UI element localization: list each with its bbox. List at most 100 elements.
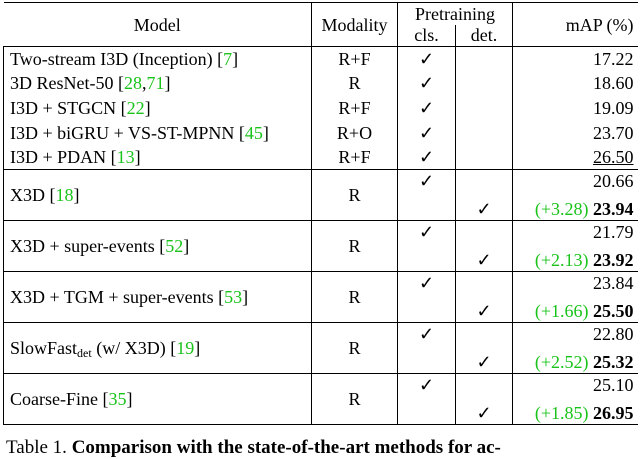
check: ✓ [476,351,492,372]
citation: 7 [223,49,233,70]
map-value: 26.50 [593,146,634,167]
map-cell: 19.09 [513,96,638,121]
modality-cell: R+O [311,120,398,145]
caption: Table 1. Comparison with the state-of-th… [6,437,501,459]
cell-bottom: ✓ [456,348,512,373]
text: ] [232,49,239,70]
cell-bottom: (+2.52) 25.32 [513,348,634,373]
table-row: I3D + PDAN [13] R+F ✓ 26.50 [3,144,638,170]
map-value: 23.70 [593,122,634,143]
gain: (+2.13) [534,249,589,270]
cell-top [456,221,512,246]
cls-cell: ✓ [397,169,456,221]
cell-top: ✓ [398,170,455,195]
cell-bottom: ✓ [456,297,512,322]
cell-top [456,272,512,297]
det-map-value: 25.32 [593,351,634,372]
det-map-value: 23.94 [593,198,634,219]
cell-top: 25.10 [513,374,634,399]
map-value: 18.60 [593,73,634,94]
check: ✓ [418,323,435,344]
map-cell: 22.80 (+2.52) 25.32 [512,322,638,374]
header-cell: Model [3,2,312,47]
det-cell [455,46,514,72]
check: ✓ [418,97,435,118]
cell-top: 20.66 [513,170,634,195]
check: ✓ [476,402,492,423]
cell-bottom [398,195,455,220]
det-cell [455,144,514,170]
text: ] [183,235,190,256]
text: , [141,73,147,94]
map-value: 22.80 [593,323,634,344]
det-cell: ✓ [455,322,514,374]
table-row: SlowFastdet (w/ X3D) [19] R ✓ ✓ 22.80 (+2.52)… [3,322,638,374]
modality-cell: R+F [311,46,398,72]
citation: 71 [146,73,165,94]
table-row: I3D + biGRU + VS-ST-MPNN [45] R+O ✓ 23.70 [3,120,638,145]
text: I3D + biGRU + VS-ST-MPNN [ [10,122,245,143]
cell-bottom: (+3.28) 23.94 [513,195,634,220]
cls-cell: ✓ [397,373,456,425]
text: Two-stream I3D (Inception) [ [10,49,224,70]
modality-cell: R [311,271,398,323]
model-cell: X3D + super-events [52] [3,220,312,272]
model-cell: X3D [18] [3,169,312,221]
cell-top: ✓ [398,374,455,399]
cell-top [456,323,512,348]
det-cell: ✓ [455,169,514,221]
map-value: 20.66 [593,170,634,191]
det-cell: ✓ [455,220,514,272]
map-cell: 18.60 [513,71,638,96]
map-cell: 23.84 (+1.66) 25.50 [512,271,638,323]
cell-top: ✓ [398,323,455,348]
results-table: Model Modality Pretraining mAP (%) cls. … [3,2,638,425]
model-cell: I3D + STGCN [22] [3,95,312,121]
map-cell: 20.66 (+3.28) 23.94 [512,169,638,221]
text: Comparison with the state-of-the-art met… [71,437,501,458]
table-row: Two-stream I3D (Inception) [7] R+F ✓ 17.22 [3,46,638,72]
cell-bottom [398,297,455,322]
cls-cell: ✓ [397,271,456,323]
model-cell: SlowFastdet (w/ X3D) [19] [3,322,312,374]
cell-bottom [398,246,455,271]
text: ] [134,146,141,167]
cell-top: 21.79 [513,221,634,246]
table-row: Coarse-Fine [35] R ✓ ✓ 25.10 (+1.85) 26.95 [3,373,638,425]
det-cell: ✓ [455,373,514,425]
cell-top: 22.80 [513,323,634,348]
table-row: X3D [18] R ✓ ✓ 20.66 (+3.28) 23.94 [3,169,638,221]
check: ✓ [476,300,492,321]
check: ✓ [418,122,435,143]
model-cell: I3D + PDAN [13] [3,144,312,170]
citation: 52 [165,235,184,256]
gain: (+2.52) [534,351,589,372]
gain: (+3.28) [534,198,589,219]
modality-cell: R [311,169,398,221]
cell-bottom [398,399,455,424]
cell-bottom [398,348,455,373]
model-cell: X3D + TGM + super-events [53] [3,271,312,323]
map-value: 17.22 [593,49,634,70]
model-cell: Coarse-Fine [35] [3,373,312,425]
cell-top: 23.84 [513,272,634,297]
header-cell: Modality [311,2,398,47]
text: ] [262,122,269,143]
cell-bottom: ✓ [456,246,512,271]
citation: 35 [108,388,127,409]
modality-cell: R+F [311,144,398,170]
citation: 19 [176,337,195,358]
check: ✓ [418,221,435,242]
check: ✓ [418,73,435,94]
header-cell: Pretraining [397,2,514,25]
det-cell: ✓ [455,271,514,323]
cls-cell: ✓ [397,220,456,272]
modality-cell: R [311,322,398,374]
check: ✓ [418,49,435,70]
det-map-value: 25.50 [593,300,634,321]
text: (w/ X3D) [ [91,337,177,358]
cls-cell: ✓ [397,71,456,96]
map-value: 21.79 [593,221,634,242]
map-cell: 26.50 [512,144,638,170]
citation: 45 [244,122,263,143]
